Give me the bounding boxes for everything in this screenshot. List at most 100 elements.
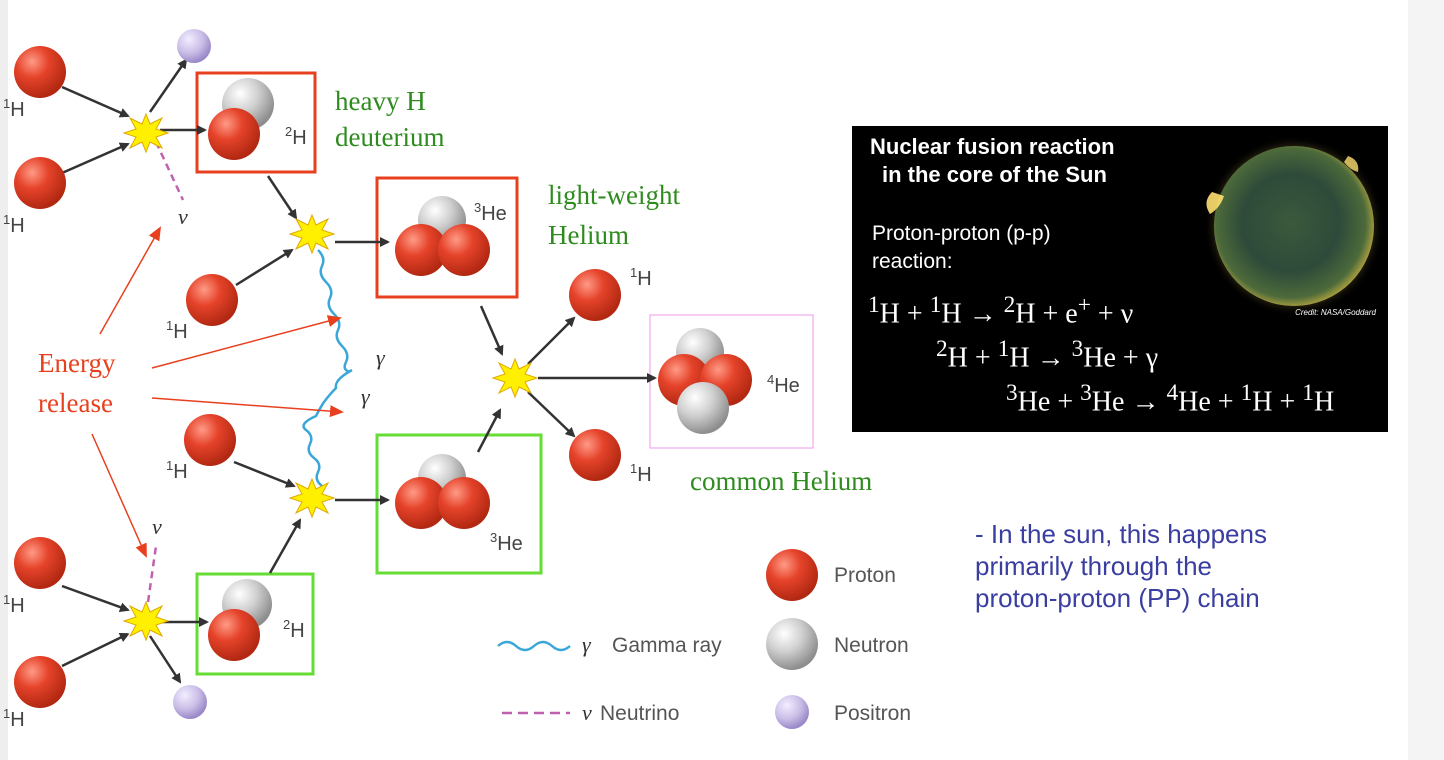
mass-number: 2 (1003, 292, 1016, 318)
legend-neutron-label: Neutron (834, 634, 909, 657)
label-h1: 1H (630, 265, 652, 290)
gamma-ray-bottom (302, 368, 353, 487)
heavy-h-label: heavy H (335, 86, 426, 116)
mass-number: 1 (166, 458, 173, 473)
solar-flare (1344, 156, 1359, 172)
mass-number: 1 (997, 336, 1010, 362)
nu-symbol-top: ν (178, 204, 188, 229)
panel-title-line1: Nuclear fusion reaction (870, 134, 1115, 159)
energy-label: Energy (38, 348, 116, 378)
arrow-h1-b (61, 142, 130, 175)
mass-number: 2 (283, 617, 290, 632)
symbol: H (173, 321, 187, 343)
equation-2: 2H + 1H → 3He + γ (936, 336, 1158, 374)
label-h1: 1H (3, 706, 25, 731)
term: H → (1009, 342, 1072, 374)
energy-pointer-1 (99, 226, 161, 335)
right-edge (1408, 0, 1444, 760)
arrow-h1-e (61, 584, 130, 612)
mass-number: 4 (1166, 380, 1179, 406)
proton (14, 537, 66, 589)
term: H + (947, 342, 998, 374)
helium3-box-bottom (375, 433, 543, 575)
energy-pointer-3 (151, 397, 344, 418)
label-h1: 1H (3, 592, 25, 617)
arrow-h1-f (61, 632, 130, 668)
release-label: release (38, 388, 113, 418)
legend-gamma-label: Gamma ray (612, 634, 722, 657)
symbol: H (10, 99, 24, 121)
term: He + (1017, 386, 1081, 418)
proton (569, 429, 621, 481)
mass-number: 1 (3, 706, 10, 721)
mass-number: 1 (1240, 380, 1253, 406)
mass-number: 3 (1080, 380, 1092, 406)
proton (208, 609, 260, 661)
gamma-symbol-bottom: γ (361, 384, 371, 409)
mass-number: 3 (490, 530, 497, 545)
positron (177, 29, 211, 63)
arrow-to-proton-out-top (527, 316, 576, 365)
legend-gamma-symbol: γ (582, 632, 592, 657)
label-h2: 2H (285, 124, 307, 149)
arrow-h1-d (233, 460, 296, 488)
mass-number: 2 (936, 336, 948, 362)
arrow-deuterium-bottom-up (268, 518, 302, 574)
label-he4: 4He (767, 372, 800, 397)
bullet-line-2: primarily through the (975, 551, 1212, 581)
positron (173, 685, 207, 719)
mass-number: 1 (1302, 380, 1314, 406)
charge: + (1077, 292, 1091, 318)
label-he3: 3He (474, 200, 507, 225)
symbol: He (481, 203, 507, 225)
bullet-line-1: - In the sun, this happens (975, 519, 1267, 549)
mass-number: 1 (3, 212, 10, 227)
symbol: H (637, 268, 651, 290)
symbol: H (10, 709, 24, 731)
gamma-ray-top (317, 249, 351, 374)
arrow-h1-a (61, 85, 130, 118)
arrow-deuterium-down (266, 175, 298, 220)
proton (184, 414, 236, 466)
sun-image: Credit: NASA/Goddard (1198, 132, 1382, 318)
common-helium-label: common Helium (690, 466, 872, 496)
term: H + e (1015, 298, 1078, 330)
solar-flare (1206, 192, 1224, 214)
label-h1: 1H (166, 318, 188, 343)
symbol: He (774, 375, 800, 397)
mass-number: 1 (929, 292, 942, 318)
term: He + (1178, 386, 1241, 418)
term: + ν (1090, 298, 1134, 330)
symbol: He (497, 533, 523, 555)
neutrino-trail-top (154, 141, 185, 201)
mass-number: 3 (1006, 380, 1018, 406)
bullet-line-3: proton-proton (PP) chain (975, 583, 1260, 613)
term: H (1313, 386, 1335, 418)
label-h1: 1H (630, 461, 652, 486)
arrow-to-positron-top (148, 58, 188, 113)
energy-pointer-2 (151, 315, 342, 369)
panel-title-line2: in the core of the Sun (882, 162, 1107, 187)
legend-positron-label: Positron (834, 702, 911, 725)
mass-number: 1 (630, 461, 637, 476)
proton (395, 477, 447, 529)
mass-number: 1 (3, 96, 10, 111)
arrow-helium3-bottom-up (476, 408, 502, 453)
nu-symbol-bottom: ν (152, 514, 162, 539)
symbol: H (173, 461, 187, 483)
mass-number: 3 (1071, 336, 1084, 362)
equation-3: 3He + 3He → 4He + 1H + 1H (1006, 380, 1334, 418)
proton (569, 269, 621, 321)
mass-number: 1 (3, 592, 10, 607)
term: He → (1091, 386, 1167, 418)
label-he3: 3He (490, 530, 523, 555)
proton (14, 46, 66, 98)
left-edge (0, 0, 8, 760)
arrow-to-positron-bottom (148, 635, 182, 684)
gamma-symbol-top: γ (376, 345, 386, 370)
sun-disk (1214, 146, 1374, 306)
starburst-4 (288, 477, 336, 519)
label-h1: 1H (166, 458, 188, 483)
symbol: H (290, 620, 304, 642)
